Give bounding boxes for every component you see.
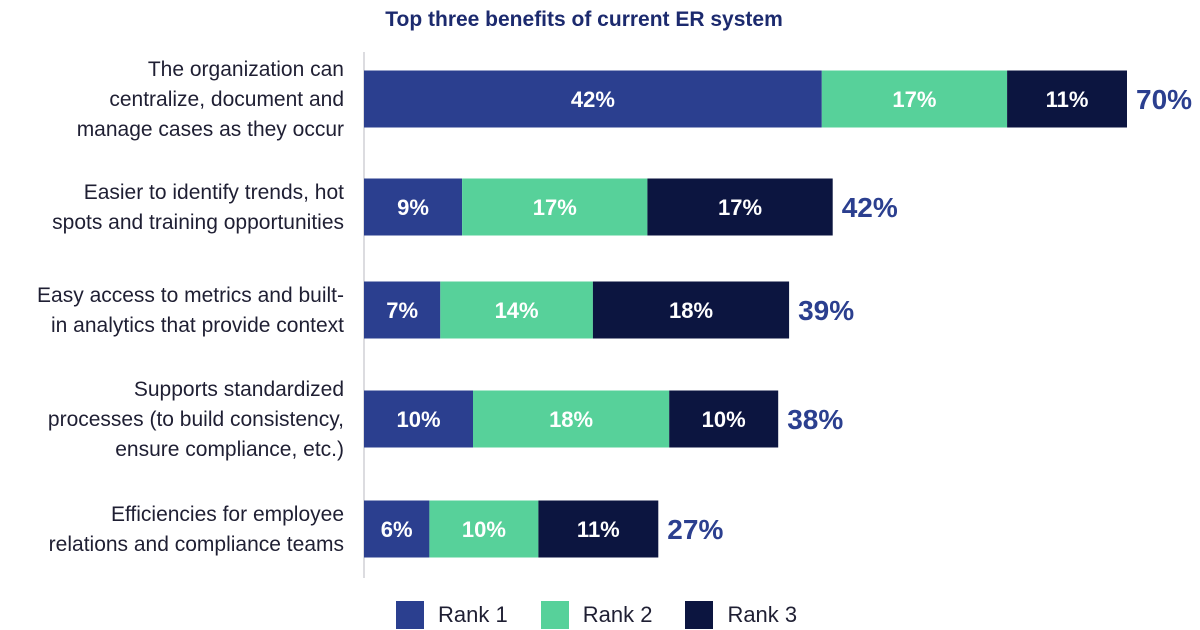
bar-total-label-row2: 42% [842, 192, 898, 223]
legend-swatch-rank-1 [396, 601, 424, 629]
bar-total-label-row3: 39% [798, 295, 854, 326]
category-label-row2-line2: spots and training opportunities [52, 211, 344, 234]
bar-segment-row1-rank3 [1007, 70, 1127, 128]
bar-value-label-row1-rank2: 17% [892, 87, 936, 112]
category-label-row4-line1: Supports standardized [134, 378, 344, 401]
bar-value-label-row3-rank1: 7% [386, 298, 418, 323]
category-label-row1-line1: The organization can [148, 58, 344, 81]
bar-segment-row4-rank1 [364, 390, 473, 448]
category-label-row3-line2: in analytics that provide context [51, 314, 344, 337]
bar-segment-row1-rank1 [364, 70, 822, 128]
bar-segment-row2-rank3 [647, 178, 833, 236]
category-label-row5-line2: relations and compliance teams [49, 533, 344, 556]
bar-segment-row5-rank2 [429, 500, 539, 558]
bar-total-label-row5: 27% [667, 514, 723, 545]
bar-value-label-row5-rank2: 10% [462, 517, 506, 542]
bar-segment-row2-rank1 [364, 178, 463, 236]
legend-label-rank-3: Rank 3 [727, 602, 798, 627]
bar-value-label-row2-rank2: 17% [533, 195, 577, 220]
bar-value-label-row1-rank3: 11% [1046, 87, 1089, 112]
category-label-row1-line2: centralize, document and [109, 88, 344, 111]
bar-segment-row5-rank3 [538, 500, 659, 558]
bar-segment-row3-rank2 [440, 281, 593, 339]
legend: Rank 1 Rank 2 Rank 3 [396, 601, 830, 629]
bar-segment-row3-rank3 [592, 281, 790, 339]
bar-segment-row4-rank3 [669, 390, 779, 448]
bar-segment-row3-rank1 [364, 281, 441, 339]
legend-item-rank-1: Rank 1 [396, 601, 508, 629]
category-label-row2-line1: Easier to identify trends, hot [84, 181, 344, 204]
bars-layer: 42% 17% 11% 70% 9% 17% 17% 42% 7% 14% 18% 39% 10% 18%… [364, 70, 1192, 558]
category-label-row3-line1: Easy access to metrics and built- [37, 284, 344, 307]
category-label-row5-line1: Efficiencies for employee [111, 503, 344, 526]
bar-value-label-row3-rank3: 18% [669, 298, 713, 323]
bar-segment-row2-rank2 [462, 178, 648, 236]
bar-total-label-row1: 70% [1136, 84, 1192, 115]
bar-value-label-row2-rank1: 9% [397, 195, 429, 220]
bar-value-label-row4-rank1: 10% [396, 407, 440, 432]
legend-item-rank-3: Rank 3 [685, 601, 797, 629]
bar-value-label-row3-rank2: 14% [495, 298, 539, 323]
bar-segment-row5-rank1 [364, 500, 430, 558]
bar-value-label-row2-rank3: 17% [718, 195, 762, 220]
bar-total-label-row4: 38% [787, 404, 843, 435]
category-label-row1-line3: manage cases as they occur [77, 118, 344, 141]
bar-value-label-row1-rank1: 42% [571, 87, 615, 112]
category-label-row4-line3: ensure compliance, etc.) [115, 438, 344, 461]
legend-item-rank-2: Rank 2 [540, 601, 653, 629]
legend-swatch-rank-2 [540, 601, 569, 629]
bar-value-label-row4-rank2: 18% [549, 407, 593, 432]
bar-value-label-row4-rank3: 10% [702, 407, 746, 432]
bar-segment-row1-rank2 [821, 70, 1008, 128]
category-label-row4-line2: processes (to build consistency, [48, 408, 344, 431]
legend-label-rank-2: Rank 2 [582, 602, 653, 627]
legend-swatch-rank-3 [685, 601, 714, 629]
chart-title: Top three benefits of current ER system [385, 8, 783, 31]
bar-value-label-row5-rank1: 6% [381, 517, 413, 542]
bar-segment-row4-rank2 [473, 390, 670, 448]
bar-value-label-row5-rank3: 11% [577, 517, 620, 542]
legend-label-rank-1: Rank 1 [438, 602, 508, 627]
category-labels-layer: The organization can centralize, document… [37, 58, 344, 556]
